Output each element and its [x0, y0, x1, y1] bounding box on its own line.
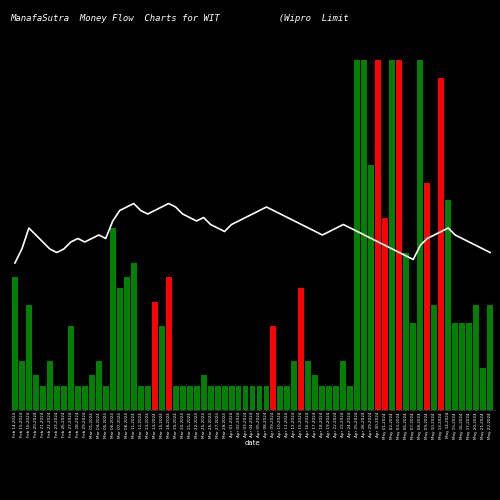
Bar	[340, 361, 346, 410]
Bar	[487, 305, 493, 410]
Bar	[480, 368, 486, 410]
Bar	[96, 361, 102, 410]
Text: ManafaSutra  Money Flow  Charts for WIT           (Wipro  Limit: ManafaSutra Money Flow Charts for WIT (W…	[10, 14, 348, 23]
Bar	[242, 386, 248, 410]
Bar	[473, 305, 479, 410]
Bar	[40, 386, 46, 410]
Bar	[208, 386, 214, 410]
Bar	[158, 326, 164, 410]
Bar	[194, 386, 200, 410]
Bar	[61, 386, 67, 410]
Bar	[292, 361, 298, 410]
Bar	[222, 386, 228, 410]
Bar	[362, 60, 368, 410]
Bar	[431, 305, 437, 410]
Bar	[144, 386, 150, 410]
Bar	[298, 288, 304, 410]
Bar	[396, 60, 402, 410]
Bar	[228, 386, 234, 410]
Bar	[68, 326, 74, 410]
Bar	[200, 375, 206, 410]
Bar	[47, 361, 53, 410]
Bar	[75, 386, 81, 410]
Bar	[354, 60, 360, 410]
Bar	[376, 60, 382, 410]
Bar	[116, 288, 122, 410]
Bar	[26, 305, 32, 410]
Bar	[438, 78, 444, 410]
Bar	[110, 228, 116, 410]
Bar	[152, 302, 158, 410]
Bar	[54, 386, 60, 410]
Bar	[404, 252, 409, 410]
Bar	[89, 375, 94, 410]
Bar	[256, 386, 262, 410]
Bar	[186, 386, 192, 410]
Bar	[452, 322, 458, 410]
Bar	[410, 322, 416, 410]
Bar	[326, 386, 332, 410]
Bar	[459, 322, 465, 410]
X-axis label: date: date	[244, 440, 260, 446]
Bar	[166, 277, 172, 410]
Bar	[19, 361, 25, 410]
Bar	[172, 386, 178, 410]
Bar	[278, 386, 283, 410]
Bar	[250, 386, 256, 410]
Bar	[382, 218, 388, 410]
Bar	[124, 277, 130, 410]
Bar	[424, 182, 430, 410]
Bar	[236, 386, 242, 410]
Bar	[82, 386, 87, 410]
Bar	[334, 386, 340, 410]
Bar	[103, 386, 108, 410]
Bar	[320, 386, 326, 410]
Bar	[368, 165, 374, 410]
Bar	[270, 326, 276, 410]
Bar	[348, 386, 354, 410]
Bar	[180, 386, 186, 410]
Bar	[390, 60, 395, 410]
Bar	[466, 322, 472, 410]
Bar	[445, 200, 451, 410]
Bar	[418, 60, 423, 410]
Bar	[312, 375, 318, 410]
Bar	[284, 386, 290, 410]
Bar	[33, 375, 39, 410]
Bar	[138, 386, 143, 410]
Bar	[214, 386, 220, 410]
Bar	[130, 263, 136, 410]
Bar	[12, 277, 18, 410]
Bar	[264, 386, 270, 410]
Bar	[306, 361, 312, 410]
